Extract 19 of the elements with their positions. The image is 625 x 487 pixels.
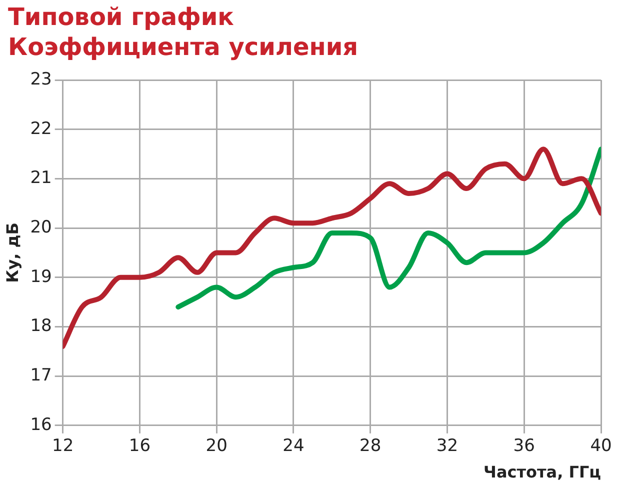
- x-tick-label: 24: [282, 436, 304, 456]
- y-tick-label: 23: [30, 69, 52, 90]
- y-tick-label: 21: [30, 168, 52, 188]
- y-axis-title: Ку, дБ: [2, 222, 22, 283]
- y-tick-label: 20: [30, 217, 52, 238]
- y-tick-label: 19: [30, 266, 52, 287]
- chart-title: Типовой график Коэффициента усиления: [8, 2, 358, 62]
- y-tick-label: 17: [30, 365, 52, 386]
- x-axis-title: Частота, ГГц: [484, 462, 602, 482]
- x-tick-label: 20: [206, 436, 228, 456]
- x-tick-label: 16: [128, 436, 151, 456]
- x-tick-label: 32: [436, 436, 458, 456]
- x-tick-label: 40: [590, 436, 612, 456]
- y-tick-label: 22: [30, 118, 52, 139]
- x-tick-label: 36: [513, 436, 535, 456]
- x-tick-label: 28: [360, 436, 382, 456]
- y-tick-label: 18: [30, 316, 52, 336]
- y-tick-label: 16: [30, 414, 52, 435]
- x-tick-label: 12: [52, 436, 74, 456]
